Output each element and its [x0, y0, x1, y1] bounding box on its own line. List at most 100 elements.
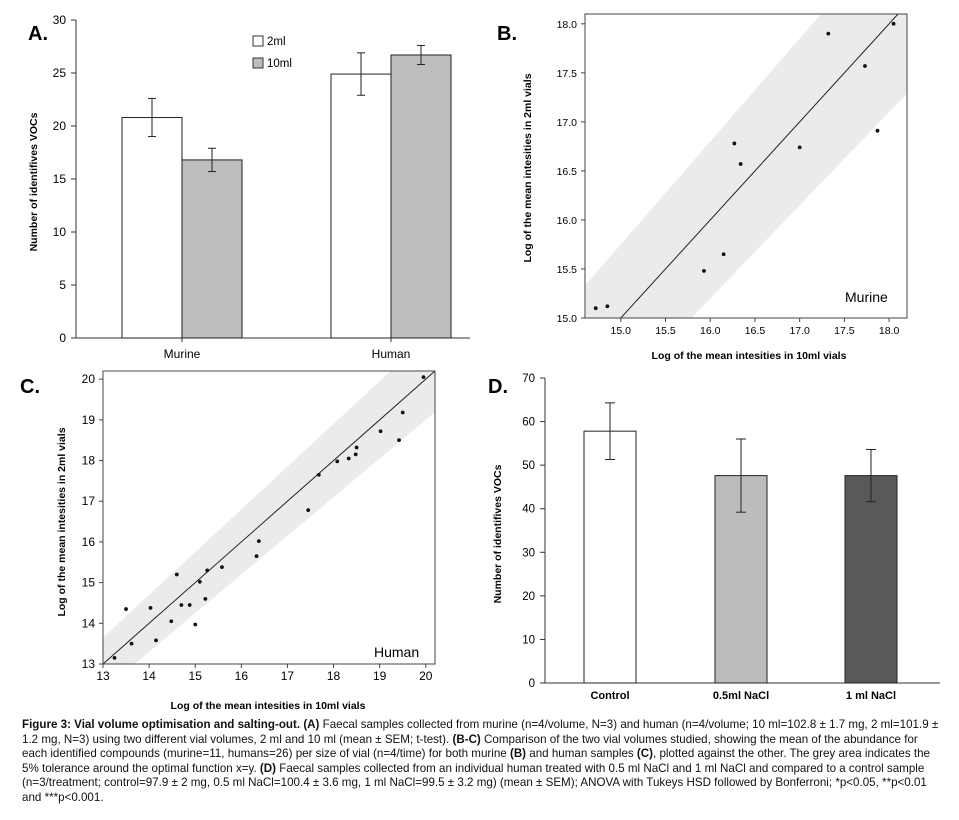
data-point	[124, 607, 128, 611]
caption-text-d: Faecal samples collected from an individ…	[22, 761, 927, 804]
x-tick-label: 14	[142, 669, 156, 683]
panel-c-label: C.	[20, 376, 40, 398]
y-tick-label: 10	[522, 634, 535, 646]
y-tick-label: 13	[82, 657, 96, 671]
x-tick-label: Murine	[164, 347, 201, 361]
caption-text-a: Faecal samples collected from murine (n=…	[22, 718, 939, 746]
legend-label-10ml: 10ml	[267, 58, 292, 70]
x-tick-label: 19	[373, 669, 387, 683]
bar	[583, 430, 637, 684]
data-point	[605, 304, 610, 309]
data-point	[203, 596, 208, 601]
tolerance-band	[103, 371, 435, 664]
y-tick-label: 20	[82, 372, 96, 386]
data-point	[169, 619, 174, 624]
x-tick-label: 17.0	[789, 325, 810, 337]
data-point	[397, 438, 401, 443]
data-point	[220, 565, 224, 570]
x-tick-label: 0.5ml NaCl	[713, 690, 769, 702]
x-tick-label: 16.0	[700, 325, 721, 337]
panel-b-annotation: Murine	[845, 289, 888, 305]
y-tick-label: 0	[59, 331, 66, 345]
bar	[181, 159, 243, 339]
data-point	[193, 622, 198, 627]
tolerance-band	[585, 14, 907, 318]
bar	[390, 54, 452, 339]
y-tick-label: 17.5	[557, 68, 578, 80]
x-tick-label: 16.5	[745, 325, 766, 337]
panel-d-plot: 0 10 20 30 40 50 60 70 Control 0.5ml NaCl 1 ml NaC…	[522, 373, 940, 702]
data-point	[702, 269, 706, 273]
y-tick-label: 20	[522, 591, 535, 603]
panel-b-ylabel: Log of the mean intesities in 2ml vials	[522, 73, 534, 262]
data-point	[316, 472, 321, 477]
data-point	[721, 252, 726, 257]
data-point	[148, 605, 153, 610]
caption-bold-c: (C)	[636, 747, 654, 761]
caption-text-mid: and human samples	[526, 747, 637, 761]
data-point	[738, 162, 743, 166]
data-point	[891, 21, 896, 26]
data-point	[174, 572, 179, 577]
y-tick-label: 15.0	[557, 313, 578, 325]
y-tick-label: 18	[82, 454, 96, 468]
reference-line	[103, 371, 435, 664]
data-point	[826, 31, 831, 36]
x-tick-label: 1 ml NaCl	[846, 690, 896, 702]
y-tick-label: 70	[522, 373, 535, 385]
y-tick-label: 30	[53, 13, 67, 27]
y-tick-label: 25	[53, 66, 67, 80]
data-point	[306, 508, 311, 513]
legend-label-2ml: 2ml	[267, 36, 286, 48]
data-point	[197, 579, 202, 584]
caption-title: Figure 3: Vial volume optimisation and s…	[22, 718, 301, 731]
panel-c-annotation: Human	[374, 644, 419, 660]
x-tick-label: 18	[327, 669, 341, 683]
y-tick-label: 5	[59, 278, 66, 292]
y-tick-label: 20	[53, 119, 67, 133]
panel-c-xlabel: Log of the mean intesities in 10ml vials	[171, 700, 366, 712]
y-tick-label: 16.0	[557, 215, 578, 227]
panel-a-ylabel: Number of identifives VOCs	[28, 112, 40, 251]
y-tick-label: 30	[522, 547, 535, 559]
data-point	[400, 410, 405, 415]
data-point	[421, 375, 426, 380]
panel-a-label: A.	[28, 23, 48, 45]
legend-swatch-2ml	[252, 35, 264, 47]
x-tick-label: Control	[590, 690, 629, 702]
plot-frame	[102, 370, 436, 665]
plot-frame	[584, 13, 908, 319]
data-point	[354, 445, 359, 450]
y-tick-label: 18.0	[557, 19, 578, 31]
y-tick-label: 60	[522, 417, 535, 429]
data-point	[335, 459, 340, 464]
data-point	[797, 145, 802, 150]
panel-b-plot: 15.0 15.5 16.0 16.5 17.0 17.5 18.0 15.0 15.5 16.0…	[557, 13, 908, 337]
x-tick-label: 13	[96, 669, 110, 683]
panel-d: D. Number of identifives VOCs 0 10 20 30 40 5…	[488, 373, 940, 702]
bar	[121, 117, 183, 339]
panel-b-xlabel: Log of the mean intesities in 10ml vials	[652, 350, 847, 362]
caption-text-c: , plotted against the other. The grey ar…	[22, 747, 930, 775]
data-point	[353, 452, 358, 457]
panel-d-label: D.	[488, 376, 508, 398]
figure-caption: Figure 3: Vial volume optimisation and s…	[22, 718, 942, 806]
bar	[844, 475, 898, 684]
panel-a: A. 2ml 10ml Number of identifives VOCs 0…	[28, 13, 470, 361]
x-tick-label: 17	[281, 669, 295, 683]
data-point	[129, 641, 134, 646]
y-tick-label: 19	[82, 413, 96, 427]
x-tick-label: 18.0	[879, 325, 900, 337]
x-tick-label: 17.5	[834, 325, 855, 337]
data-point	[205, 568, 210, 573]
data-point	[875, 128, 880, 133]
figure-canvas: A. 2ml 10ml Number of identifives VOCs 0…	[20, 13, 940, 712]
panel-b: B. Log of the mean intesities in 2ml via…	[497, 13, 908, 362]
caption-bold-a: (A)	[303, 718, 320, 731]
y-tick-label: 17	[82, 494, 96, 508]
y-tick-label: 17.0	[557, 117, 578, 129]
panel-d-ylabel: Number of identifives VOCs	[492, 464, 504, 603]
data-point	[112, 655, 117, 660]
data-point	[254, 554, 259, 559]
data-point	[863, 64, 867, 68]
